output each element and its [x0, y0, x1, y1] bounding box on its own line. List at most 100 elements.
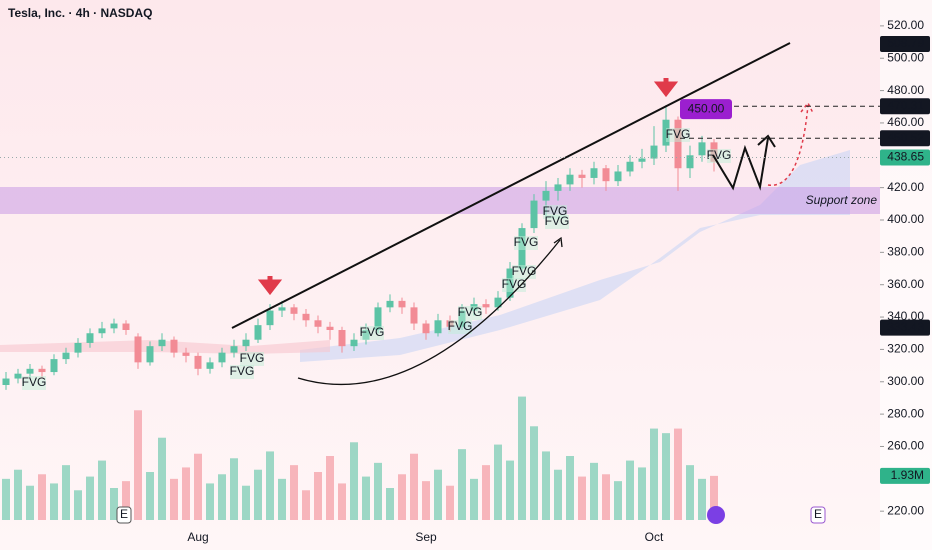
- volume-bar: [578, 476, 586, 520]
- volume-bar: [302, 490, 310, 520]
- price-label-box: [880, 319, 930, 336]
- volume-bar: [614, 481, 622, 520]
- volume-bar: [374, 462, 382, 520]
- fvg-label: FVG: [666, 127, 691, 141]
- fvg-box: [360, 326, 384, 340]
- candle-body: [2, 378, 10, 385]
- price-label: 470.31: [887, 98, 924, 112]
- candle-body: [194, 355, 202, 369]
- volume-bar: [554, 469, 562, 520]
- volume-bar: [638, 467, 646, 520]
- volume-bar: [134, 410, 142, 520]
- candle-body: [158, 339, 166, 347]
- candle-body: [266, 310, 274, 326]
- x-tick-label: Aug: [187, 530, 208, 544]
- fvg-box: [230, 365, 254, 379]
- volume-bar: [2, 478, 10, 520]
- candle-body: [290, 307, 298, 314]
- volume-bar: [122, 481, 130, 520]
- candle-body: [302, 313, 310, 321]
- candle-body: [350, 339, 358, 347]
- candle-body: [278, 307, 286, 311]
- volume-bar: [110, 488, 118, 520]
- target-label: 450.00: [688, 101, 725, 115]
- candle-body: [398, 300, 406, 308]
- price-label: 508.79: [887, 36, 924, 50]
- volume-bar: [662, 433, 670, 520]
- price-label-box: [880, 130, 930, 147]
- candle-body: [578, 174, 586, 178]
- volume-label: 1.93M: [891, 468, 924, 482]
- fvg-box: [448, 320, 472, 334]
- candle-body: [38, 368, 46, 373]
- candle-body: [182, 352, 190, 356]
- candle-body: [386, 300, 394, 308]
- volume-bar: [62, 465, 70, 520]
- volume-bar: [290, 465, 298, 520]
- volume-bar: [602, 474, 610, 520]
- volume-bar: [254, 469, 262, 520]
- candle-body: [434, 320, 442, 334]
- candle-body: [146, 346, 154, 363]
- y-tick-label: 300.00: [887, 374, 924, 388]
- volume-bar: [698, 478, 706, 520]
- fvg-box: [458, 306, 482, 320]
- fvg-box: [545, 215, 569, 229]
- y-tick-label: 360.00: [887, 277, 924, 291]
- fvg-label: FVG: [448, 319, 473, 333]
- price-label-box: [880, 36, 930, 53]
- candle-body: [170, 339, 178, 353]
- volume-bar: [410, 453, 418, 520]
- candle-body: [686, 155, 694, 169]
- y-tick-label: 320.00: [887, 342, 924, 356]
- volume-bar: [398, 474, 406, 520]
- curve-arrow: [297, 239, 561, 386]
- volume-bar: [26, 485, 34, 520]
- icon[interactable]: [707, 506, 725, 524]
- volume-bar: [494, 444, 502, 520]
- fvg-label: FVG: [240, 351, 265, 365]
- volume-bar: [278, 478, 286, 520]
- volume-bar: [38, 474, 46, 520]
- volume-bar: [350, 442, 358, 520]
- candle-body: [218, 352, 226, 363]
- y-tick-label: 420.00: [887, 180, 924, 194]
- volume-bar: [158, 437, 166, 520]
- price-label: 438.65: [887, 150, 924, 164]
- projection: [767, 101, 814, 186]
- candle-body: [206, 362, 214, 369]
- volume-bar: [674, 428, 682, 520]
- arrow-down: [653, 78, 679, 98]
- candle-body: [122, 323, 130, 330]
- y-tick-label: 220.00: [887, 503, 924, 517]
- candle-body: [86, 333, 94, 343]
- volume-bar: [422, 481, 430, 520]
- fvg-label: FVG: [22, 375, 47, 389]
- volume-bar: [266, 451, 274, 520]
- candle-body: [674, 119, 682, 169]
- candle-body: [50, 359, 58, 373]
- candle-body: [326, 326, 334, 330]
- volume-label-box: [880, 467, 930, 484]
- support-zone: [0, 187, 880, 214]
- cloud: [0, 340, 330, 354]
- price-label-box: [880, 149, 930, 166]
- candle-body: [494, 297, 502, 308]
- candle-body: [314, 320, 322, 327]
- candle-body: [482, 304, 490, 308]
- candle-body: [230, 346, 238, 353]
- candle-body: [242, 339, 250, 347]
- candle-body: [374, 307, 382, 330]
- candle-body: [566, 174, 574, 185]
- volume-bar: [686, 465, 694, 520]
- volume-bar: [710, 475, 718, 520]
- y-tick-label: 460.00: [887, 115, 924, 129]
- fvg-label: FVG: [512, 264, 537, 278]
- y-tick-label: 500.00: [887, 50, 924, 64]
- x-tick-label: Sep: [415, 530, 437, 544]
- cloud: [300, 150, 850, 362]
- fvg-label: FVG: [230, 364, 255, 378]
- candle-body: [530, 200, 538, 229]
- candle-body: [254, 325, 262, 340]
- arrow-down: [257, 276, 283, 296]
